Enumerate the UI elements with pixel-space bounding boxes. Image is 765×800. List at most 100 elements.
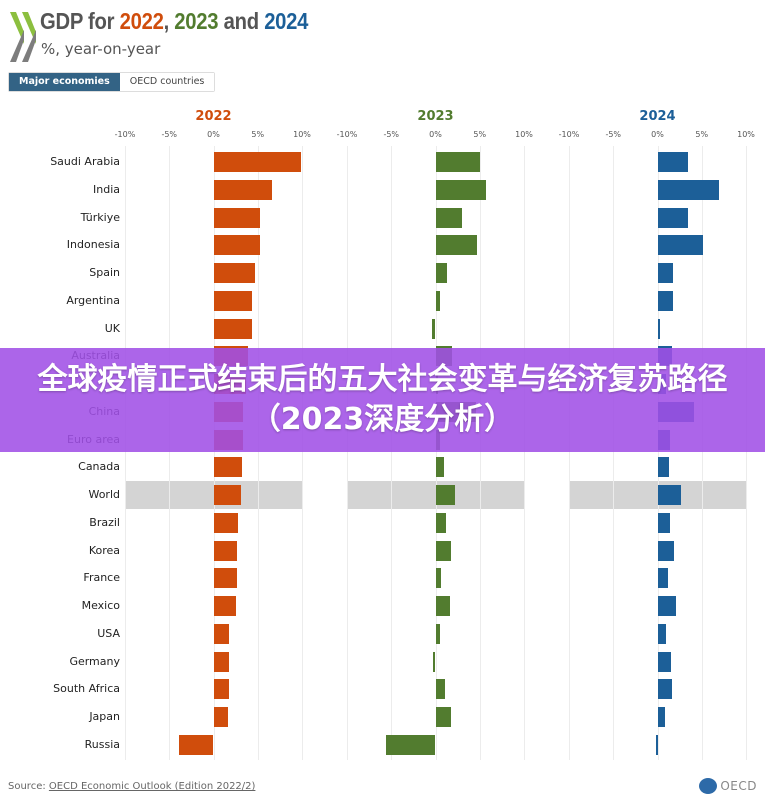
x-tick-label: 0% [429, 130, 442, 139]
x-tick-label: 0% [207, 130, 220, 139]
category-label: Mexico [81, 599, 120, 612]
bar-2024[interactable] [657, 457, 669, 478]
bar-2022[interactable] [213, 290, 253, 311]
x-tick-label: -10% [336, 130, 358, 139]
bar-2022[interactable] [213, 568, 237, 589]
panel-title-2024: 2024 [639, 109, 676, 124]
bar-2022[interactable] [178, 734, 214, 755]
tab-major-economies[interactable]: Major economies [9, 73, 120, 91]
category-label: Argentina [66, 293, 120, 307]
bar-2024[interactable] [657, 707, 666, 727]
gridline [479, 146, 481, 760]
x-tick-label: -5% [161, 130, 178, 139]
x-tick-label: 5% [473, 130, 487, 139]
bar-2023[interactable] [435, 596, 450, 616]
bar-2022[interactable] [213, 707, 228, 727]
bar-2024[interactable] [657, 623, 667, 644]
gridline [435, 146, 437, 760]
gridline [302, 146, 303, 760]
bar-2023[interactable] [435, 457, 445, 478]
bar-2022[interactable] [213, 512, 239, 533]
bar-2023[interactable] [435, 623, 440, 644]
gridline [169, 146, 171, 760]
bar-2024[interactable] [657, 179, 719, 200]
gridline [257, 146, 259, 760]
bar-2024[interactable] [657, 568, 669, 589]
bar-2023[interactable] [435, 540, 452, 561]
bar-2024[interactable] [657, 651, 671, 672]
overlay-headline: 全球疫情正式结束后的五大社会变革与经济复苏路径（2023深度分析） [37, 362, 728, 437]
category-label: Brazil [89, 515, 120, 529]
x-tick-label: 5% [695, 130, 709, 139]
bar-2022[interactable] [213, 235, 261, 256]
bar-2024[interactable] [657, 207, 688, 228]
gridline [569, 146, 570, 760]
bar-2024[interactable] [657, 540, 675, 561]
bar-2022[interactable] [213, 540, 238, 561]
bar-2023[interactable] [435, 485, 455, 505]
oecd-chevron-logo [10, 12, 36, 62]
chart-subtitle: %, year-on-year [41, 40, 161, 58]
bar-2022[interactable] [213, 679, 229, 700]
gridline [746, 146, 747, 760]
bar-2024[interactable] [657, 152, 689, 172]
bar-2022[interactable] [213, 596, 236, 616]
bar-2023[interactable] [435, 679, 446, 700]
bar-2024[interactable] [657, 485, 682, 505]
category-label: Japan [89, 710, 120, 723]
bar-2024[interactable] [657, 290, 674, 311]
category-label: Saudi Arabia [50, 155, 120, 168]
x-tick-label: -5% [605, 130, 622, 139]
category-label: Spain [89, 266, 120, 279]
chart-title: GDP for 2022, 2023 and 2024 [40, 8, 309, 34]
bar-2023[interactable] [435, 152, 480, 172]
bar-2023[interactable] [435, 235, 478, 256]
tab-oecd-countries[interactable]: OECD countries [119, 73, 215, 91]
x-tick-label: -5% [383, 130, 400, 139]
bar-2023[interactable] [435, 512, 447, 533]
bar-2023[interactable] [431, 318, 436, 339]
category-label: Germany [69, 654, 120, 668]
source-link[interactable]: OECD Economic Outlook (Edition 2022/2) [48, 781, 256, 792]
category-label: UK [104, 321, 120, 335]
category-label: Türkiye [80, 210, 120, 224]
bar-2023[interactable] [435, 179, 486, 200]
bar-2022[interactable] [213, 152, 302, 172]
category-label: USA [97, 626, 120, 640]
category-label: Russia [84, 737, 120, 751]
source-label: Source: [8, 781, 49, 792]
bar-2024[interactable] [655, 734, 658, 755]
bar-2023[interactable] [435, 290, 440, 311]
bar-2022[interactable] [213, 318, 253, 339]
bar-2023[interactable] [435, 207, 463, 228]
gridline [391, 146, 393, 760]
x-tick-label: 10% [515, 130, 533, 139]
x-tick-label: 5% [251, 130, 265, 139]
gridline [701, 146, 703, 760]
gridline [657, 146, 659, 760]
bar-2022[interactable] [213, 263, 256, 283]
bar-2022[interactable] [213, 485, 241, 505]
bar-2024[interactable] [657, 596, 677, 616]
bar-2024[interactable] [657, 512, 670, 533]
bar-2022[interactable] [213, 207, 261, 228]
bar-2023[interactable] [435, 707, 452, 727]
x-tick-label: 10% [293, 130, 311, 139]
bar-2023[interactable] [435, 263, 447, 283]
gridline [125, 146, 126, 760]
bar-2024[interactable] [657, 263, 673, 283]
category-label: Korea [88, 543, 120, 557]
bar-2024[interactable] [657, 318, 660, 339]
source-note: Source: OECD Economic Outlook (Edition 2… [8, 781, 255, 792]
bar-2022[interactable] [213, 651, 230, 672]
bar-2022[interactable] [213, 179, 272, 200]
bar-2022[interactable] [213, 457, 242, 478]
bar-2023[interactable] [385, 734, 436, 755]
x-tick-label: 0% [651, 130, 664, 139]
category-label: India [93, 182, 120, 196]
bar-2022[interactable] [213, 623, 230, 644]
bar-2024[interactable] [657, 235, 703, 256]
bar-2023[interactable] [432, 651, 436, 672]
bar-2024[interactable] [657, 679, 672, 700]
bar-2023[interactable] [435, 568, 441, 589]
